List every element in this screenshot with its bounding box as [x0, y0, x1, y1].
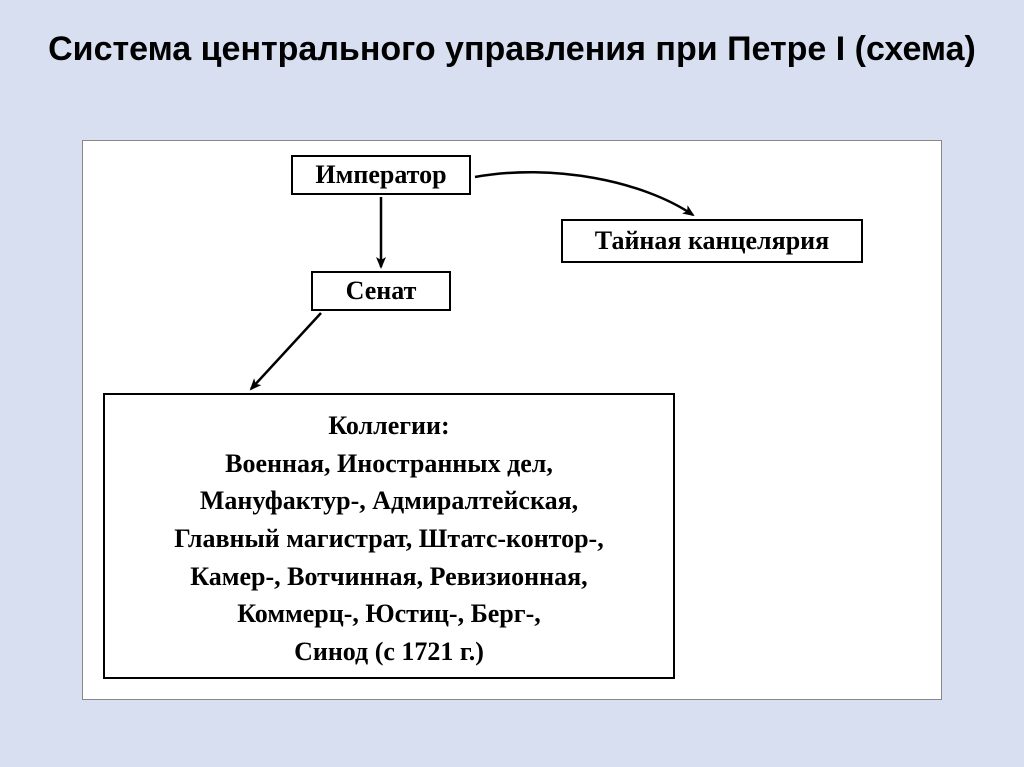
edge-emperor-secret — [475, 172, 693, 215]
node-collegia: Коллегии: Военная, Иностранных дел, Ману… — [103, 393, 675, 679]
node-secret-chancellery: Тайная канцелярия — [561, 219, 863, 263]
page-title: Система центрального управления при Петр… — [0, 28, 1024, 71]
node-emperor: Император — [291, 155, 471, 195]
node-senate: Сенат — [311, 271, 451, 311]
collegia-line: Мануфактур-, Адмиралтейская, — [119, 482, 659, 520]
collegia-title: Коллегии: — [119, 407, 659, 445]
collegia-line: Синод (с 1721 г.) — [119, 633, 659, 671]
collegia-line: Коммерц-, Юстиц-, Берг-, — [119, 595, 659, 633]
diagram-panel: Император Тайная канцелярия Сенат Коллег… — [82, 140, 942, 700]
collegia-line: Камер-, Вотчинная, Ревизионная, — [119, 558, 659, 596]
collegia-line: Главный магистрат, Штатс-контор-, — [119, 520, 659, 558]
edge-senate-collegia — [251, 313, 321, 389]
collegia-line: Военная, Иностранных дел, — [119, 445, 659, 483]
